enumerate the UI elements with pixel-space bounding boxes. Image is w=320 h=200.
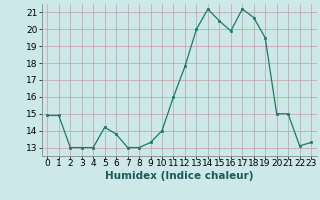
- X-axis label: Humidex (Indice chaleur): Humidex (Indice chaleur): [105, 171, 253, 181]
